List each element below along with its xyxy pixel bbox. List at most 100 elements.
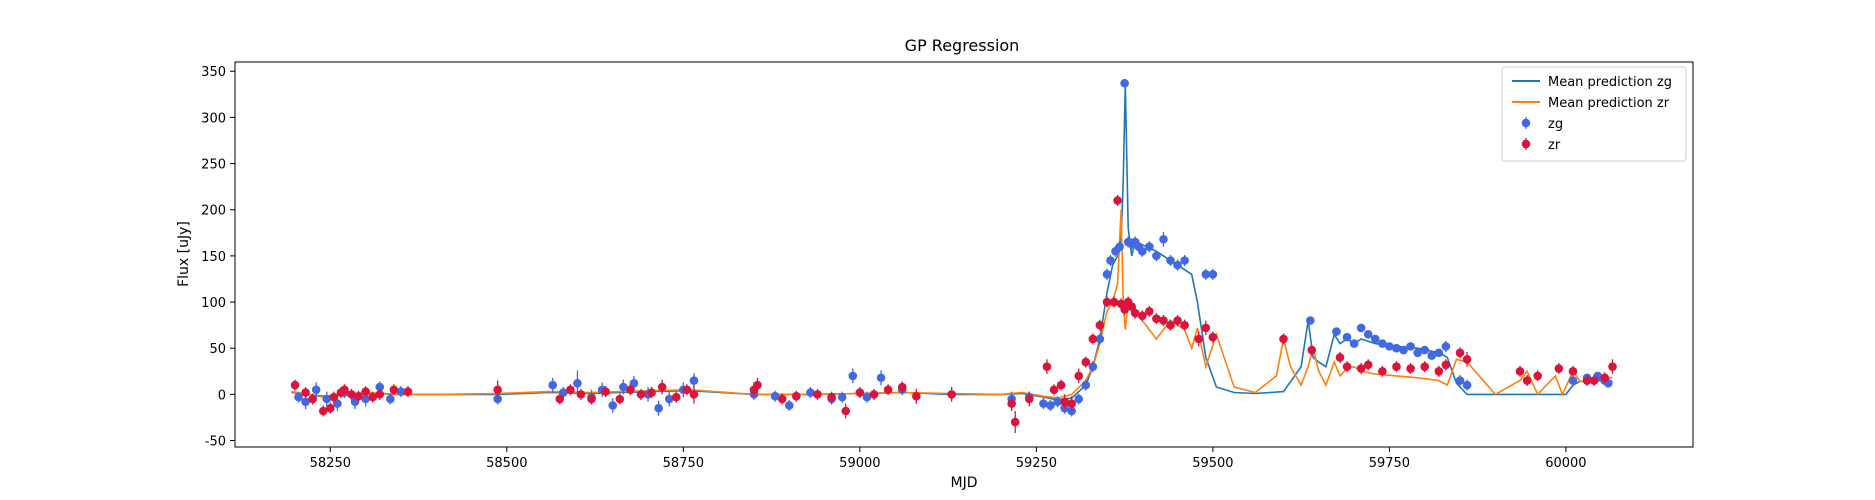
data-point [375, 382, 385, 392]
x-tick-label: 59500 [1192, 456, 1233, 471]
data-point [301, 388, 310, 397]
data-point [1194, 334, 1204, 344]
data-point [347, 390, 356, 399]
data-point [396, 387, 406, 396]
data-point [1406, 364, 1415, 373]
data-point [576, 390, 586, 399]
data-point [1434, 348, 1444, 358]
data-point [657, 382, 667, 392]
data-point [340, 385, 349, 395]
data-point [368, 392, 377, 402]
chart-title: GP Regression [905, 36, 1020, 55]
data-point [1434, 366, 1444, 376]
data-point [671, 392, 681, 402]
data-point [1462, 354, 1472, 364]
legend-label: zg [1548, 117, 1563, 132]
data-point [1306, 316, 1315, 325]
data-point [1356, 364, 1366, 373]
data-point [1010, 417, 1020, 427]
data-point [1115, 242, 1124, 251]
data-point [1152, 251, 1161, 261]
data-point [1208, 270, 1218, 279]
legend-label: zr [1548, 138, 1561, 153]
data-point [1102, 270, 1112, 279]
data-point [1109, 297, 1119, 307]
data-point [1608, 362, 1617, 371]
x-tick-label: 59000 [839, 456, 880, 471]
data-point [1427, 351, 1437, 360]
legend-box [1501, 66, 1687, 162]
data-point [1074, 394, 1084, 404]
data-point [1370, 334, 1380, 344]
data-point [784, 401, 794, 410]
data-point [647, 388, 656, 397]
data-point [1159, 316, 1168, 325]
data-point [1332, 327, 1341, 336]
data-point [1554, 364, 1564, 373]
data-point [1056, 380, 1066, 390]
data-point [294, 392, 303, 402]
data-point [1307, 345, 1317, 355]
data-point [855, 388, 865, 397]
data-point [1378, 366, 1387, 376]
data-point [1120, 78, 1129, 88]
data-point [318, 406, 328, 416]
data-point [1120, 305, 1129, 314]
data-point [1127, 302, 1136, 311]
data-point [1137, 246, 1147, 256]
data-point [389, 385, 399, 395]
data-point [689, 390, 699, 399]
data-point [354, 391, 363, 401]
data-point [912, 391, 921, 401]
data-point [1046, 401, 1055, 410]
data-point [1088, 334, 1098, 344]
data-point [848, 371, 858, 381]
legend-label: Mean prediction zg [1548, 75, 1672, 90]
data-point [326, 403, 335, 413]
data-point [1173, 316, 1182, 325]
data-point [689, 376, 699, 385]
data-point [869, 390, 879, 399]
data-point [1349, 339, 1359, 348]
data-point [311, 385, 321, 395]
data-point [1568, 366, 1578, 376]
data-point [1137, 311, 1147, 321]
legend: Mean prediction zg Mean prediction zr zg zr [1501, 66, 1687, 162]
data-point [559, 388, 568, 397]
data-point [1356, 323, 1366, 333]
data-point [1363, 330, 1373, 339]
y-axis: -50 0 50 100 150 200 250 300 350 [201, 65, 235, 450]
y-tick-label: 100 [201, 296, 226, 311]
data-point [1455, 348, 1465, 358]
y-tick-label: 250 [201, 158, 226, 173]
data-point [1413, 348, 1422, 358]
data-point [1159, 234, 1168, 244]
data-point [827, 392, 836, 402]
data-point [615, 394, 625, 404]
legend-label: Mean prediction zr [1548, 96, 1670, 111]
data-point [1060, 397, 1069, 407]
data-point [876, 373, 886, 383]
data-point [1145, 306, 1154, 316]
data-point [1441, 342, 1451, 351]
data-point [1378, 339, 1387, 348]
legend-point-swatch [1521, 118, 1531, 128]
data-point [862, 392, 872, 402]
data-point [1130, 308, 1140, 318]
data-point [1208, 332, 1218, 342]
x-tick-label: 58750 [663, 456, 704, 471]
data-point [1420, 345, 1429, 355]
data-point [308, 394, 317, 404]
data-point [1007, 399, 1016, 408]
data-point [361, 387, 370, 396]
data-point [1067, 399, 1076, 408]
data-point [1420, 362, 1429, 371]
data-point [619, 382, 628, 392]
data-point [1385, 342, 1394, 351]
data-point [1515, 366, 1525, 376]
data-point [386, 394, 395, 404]
data-point [375, 390, 385, 399]
data-point [333, 399, 342, 408]
data-point [1201, 323, 1211, 333]
